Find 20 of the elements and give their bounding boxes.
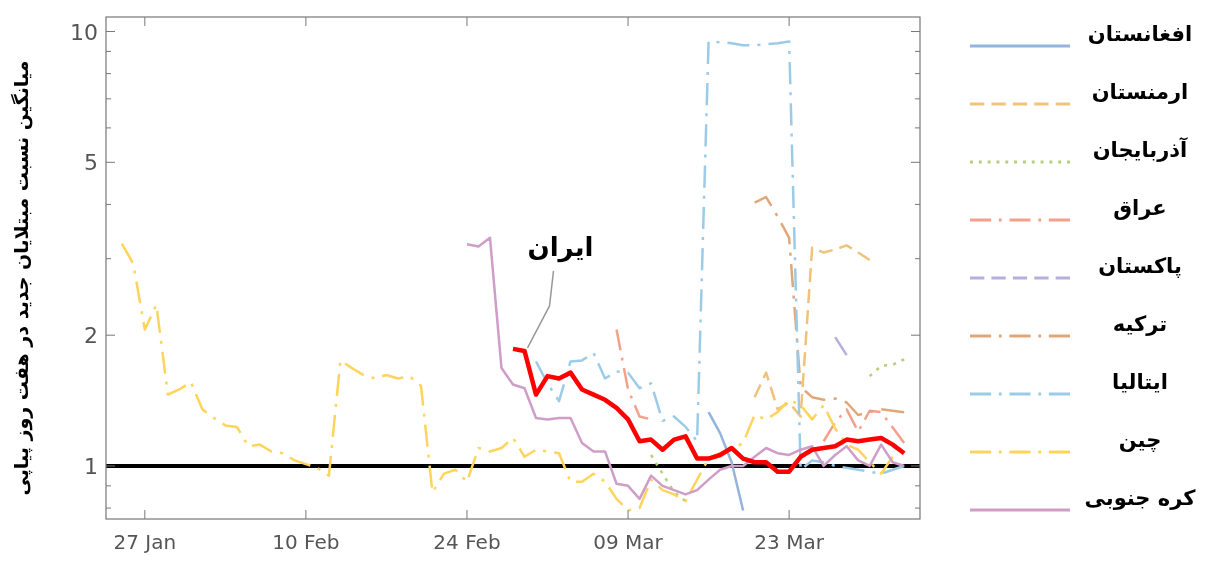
x-tick-label: 27 Jan bbox=[113, 530, 177, 554]
legend-label: چین bbox=[1118, 428, 1162, 452]
x-tick-label: 24 Feb bbox=[433, 530, 501, 554]
legend-label: ارمنستان bbox=[1091, 80, 1189, 104]
legend-label: افغانستان bbox=[1087, 22, 1193, 46]
x-tick-label: 10 Feb bbox=[272, 530, 340, 554]
y-tick-label: 2 bbox=[84, 323, 98, 349]
y-tick-label: 5 bbox=[84, 150, 98, 176]
y-axis-title: میانگین نسبت مبتلایان جدید در هفت روز پیاپی bbox=[10, 60, 33, 496]
y-tick-label: 10 bbox=[70, 19, 98, 45]
legend-label: ایتالیا bbox=[1112, 370, 1168, 394]
legend-label: عراق bbox=[1113, 196, 1167, 220]
legend-label: ترکیه bbox=[1112, 312, 1168, 336]
annotation: ایران bbox=[527, 231, 594, 263]
x-tick-label: 23 Mar bbox=[754, 530, 825, 554]
legend-label: کره جنوبی bbox=[1084, 486, 1197, 510]
legend-label: آذربایجان bbox=[1092, 137, 1189, 162]
y-tick-label: 1 bbox=[84, 453, 98, 479]
x-tick-label: 09 Mar bbox=[593, 530, 664, 554]
legend-label: پاکستان bbox=[1098, 254, 1182, 278]
